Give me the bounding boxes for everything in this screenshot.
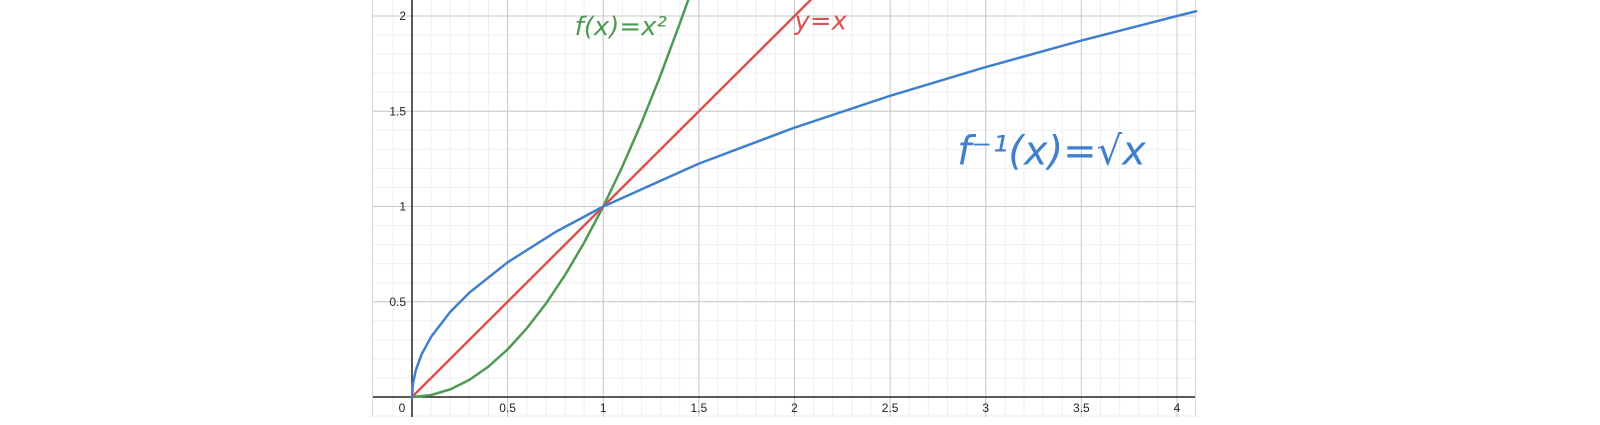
y-tick-label: 1.5: [389, 104, 406, 118]
annotation-label-sqrt-x: f⁻¹(x)=√x: [957, 129, 1146, 175]
curves: [410, 0, 1198, 399]
x-tick-label: 2.5: [882, 401, 899, 415]
tick-labels: 0 0.5 1 1.5 2 2.5 3 3.5 4 0.5 1 1.5 2: [389, 9, 1180, 415]
x-tick-label: 3.5: [1073, 401, 1090, 415]
y-tick-label: 0.5: [389, 295, 406, 309]
y-tick-label: 2: [399, 9, 406, 23]
series-line-identity: [410, 0, 813, 399]
x-tick-label: 4: [1174, 401, 1181, 415]
x-tick-label: 2: [791, 401, 798, 415]
annotations: f(x)=x² y=x f⁻¹(x)=√x: [575, 6, 1147, 174]
annotation-label-identity: y=x: [794, 6, 848, 36]
series-line-x-squared: [410, 0, 690, 399]
plot-area: [372, 0, 1196, 417]
x-tick-label: 3: [982, 401, 989, 415]
axes: [372, 0, 1196, 417]
x-tick-label: 1.5: [691, 401, 708, 415]
x-tick-label: 0.5: [499, 401, 516, 415]
annotation-label-x-squared: f(x)=x²: [575, 12, 667, 42]
x-tick-label: 0: [399, 401, 406, 415]
x-tick-label: 1: [600, 401, 607, 415]
series-line-sqrt-x: [410, 9, 1198, 399]
y-tick-label: 1: [399, 200, 406, 214]
minor-grid: [372, 0, 1196, 417]
